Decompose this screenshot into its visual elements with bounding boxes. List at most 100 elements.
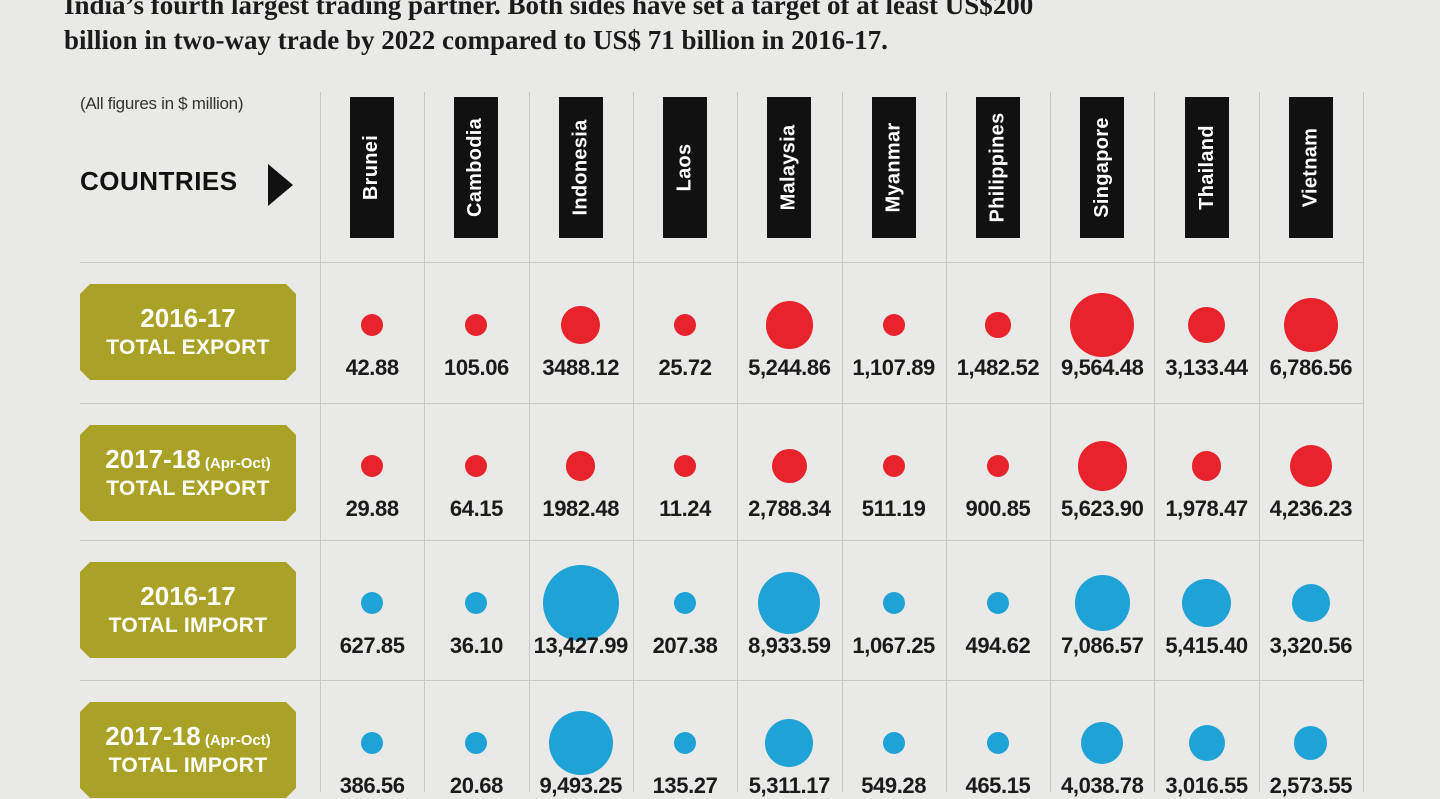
value-label-singapore: 4,038.78 <box>1061 773 1144 798</box>
country-header-brunei: Brunei <box>350 97 394 238</box>
value-label-myanmar: 1,067.25 <box>852 633 935 658</box>
value-label-cambodia: 105.06 <box>443 355 509 380</box>
bubble-myanmar <box>882 314 905 336</box>
bubble-philippines <box>986 592 1009 614</box>
value-label-indonesia: 13,427.99 <box>533 633 629 658</box>
value-label-singapore: 9,564.48 <box>1061 355 1144 380</box>
bubble-brunei <box>361 314 384 336</box>
value-label-singapore: 5,623.90 <box>1061 496 1144 521</box>
column-divider <box>633 92 634 792</box>
value-label-vietnam: 2,573.55 <box>1269 773 1353 798</box>
row-divider <box>80 262 1364 263</box>
value-label-laos: 11.24 <box>659 496 711 521</box>
row-divider <box>80 680 1364 681</box>
country-name: Philippines <box>986 112 1009 223</box>
country-name: Indonesia <box>569 119 592 216</box>
bubble-singapore <box>1077 441 1127 491</box>
bubble-malaysia <box>765 301 814 349</box>
bubble-cambodia <box>465 314 488 336</box>
value-label-indonesia: 9,493.25 <box>539 773 623 798</box>
bubble-thailand <box>1182 578 1231 628</box>
row-label-year: 2017-18 (Apr-Oct) <box>105 444 271 474</box>
bubble-philippines <box>986 455 1009 477</box>
row-label-2016-17-total-export: 2016-17 TOTAL EXPORT <box>80 284 296 380</box>
bubble-singapore <box>1081 722 1124 764</box>
bubble-vietnam <box>1283 297 1338 352</box>
bubble-philippines <box>985 312 1011 338</box>
country-header-indonesia: Indonesia <box>559 97 603 238</box>
country-header-myanmar: Myanmar <box>872 97 916 238</box>
column-divider <box>1154 92 1155 792</box>
value-label-malaysia: 8,933.59 <box>748 633 831 658</box>
bubble-brunei <box>361 732 384 754</box>
bubble-laos <box>674 592 697 614</box>
value-label-thailand: 5,415.40 <box>1165 633 1248 658</box>
bubble-indonesia <box>548 711 613 775</box>
bubble-malaysia <box>765 719 814 767</box>
value-label-vietnam: 3,320.56 <box>1269 633 1353 658</box>
intro-text: India’s fourth largest trading partner. … <box>64 0 1033 58</box>
value-label-singapore: 7,086.57 <box>1061 633 1144 658</box>
country-name: Malaysia <box>777 124 800 211</box>
column-divider <box>842 92 843 792</box>
row-label-kind: TOTAL IMPORT <box>108 614 268 637</box>
country-header-vietnam: Vietnam <box>1289 97 1333 238</box>
country-name: Brunei <box>360 134 383 201</box>
row-label-2016-17-total-import: 2016-17 TOTAL IMPORT <box>80 562 296 658</box>
bubble-malaysia <box>772 448 807 484</box>
column-divider <box>946 92 947 792</box>
value-label-thailand: 3,133.44 <box>1165 355 1248 380</box>
value-label-laos: 135.27 <box>652 773 718 798</box>
column-divider <box>424 92 425 792</box>
bubble-myanmar <box>882 455 905 477</box>
bubble-philippines <box>986 732 1009 754</box>
value-label-cambodia: 20.68 <box>449 773 503 798</box>
column-divider <box>320 92 321 792</box>
bubble-thailand <box>1191 451 1222 481</box>
bubble-cambodia <box>465 592 488 614</box>
column-divider <box>1050 92 1051 792</box>
bubble-singapore <box>1074 575 1130 631</box>
bubble-cambodia <box>465 732 488 754</box>
value-label-brunei: 386.56 <box>339 773 405 798</box>
value-label-philippines: 465.15 <box>965 773 1031 798</box>
bubble-laos <box>674 455 697 477</box>
value-label-malaysia: 2,788.34 <box>748 496 831 521</box>
country-name: Vietnam <box>1299 127 1322 208</box>
country-header-malaysia: Malaysia <box>767 97 811 238</box>
country-name: Thailand <box>1195 125 1218 210</box>
row-label-kind: TOTAL IMPORT <box>108 754 268 777</box>
figures-note: (All figures in $ million) <box>80 94 244 113</box>
row-label-2017-18-apr-oct-total-import: 2017-18 (Apr-Oct) TOTAL IMPORT <box>80 702 296 798</box>
value-label-brunei: 29.88 <box>345 496 399 521</box>
bubble-brunei <box>361 592 384 614</box>
country-header-laos: Laos <box>663 97 707 238</box>
bubble-indonesia <box>566 451 596 481</box>
column-divider <box>737 92 738 792</box>
row-divider <box>80 403 1364 404</box>
country-name: Myanmar <box>882 122 905 213</box>
row-label-year: 2017-18 (Apr-Oct) <box>105 721 271 751</box>
row-label-kind: TOTAL EXPORT <box>106 477 270 500</box>
bubble-vietnam <box>1291 584 1330 622</box>
value-label-laos: 25.72 <box>658 355 712 380</box>
country-header-cambodia: Cambodia <box>454 97 498 238</box>
value-label-indonesia: 3488.12 <box>542 355 620 380</box>
value-label-myanmar: 549.28 <box>861 773 927 798</box>
value-label-cambodia: 36.10 <box>449 633 503 658</box>
bubble-vietnam <box>1289 444 1333 488</box>
country-name: Cambodia <box>464 117 487 218</box>
countries-label: COUNTRIES <box>80 166 238 196</box>
bubble-myanmar <box>882 732 905 754</box>
column-divider <box>1363 92 1364 792</box>
value-label-indonesia: 1982.48 <box>542 496 620 521</box>
value-label-brunei: 627.85 <box>339 633 405 658</box>
bubble-cambodia <box>465 455 488 477</box>
value-label-thailand: 1,978.47 <box>1165 496 1248 521</box>
value-label-malaysia: 5,311.17 <box>748 773 831 798</box>
column-divider <box>529 92 530 792</box>
value-label-philippines: 494.62 <box>965 633 1031 658</box>
country-name: Laos <box>673 143 696 192</box>
intro-line-1: India’s fourth largest trading partner. … <box>64 0 1034 20</box>
bubble-brunei <box>361 455 384 477</box>
